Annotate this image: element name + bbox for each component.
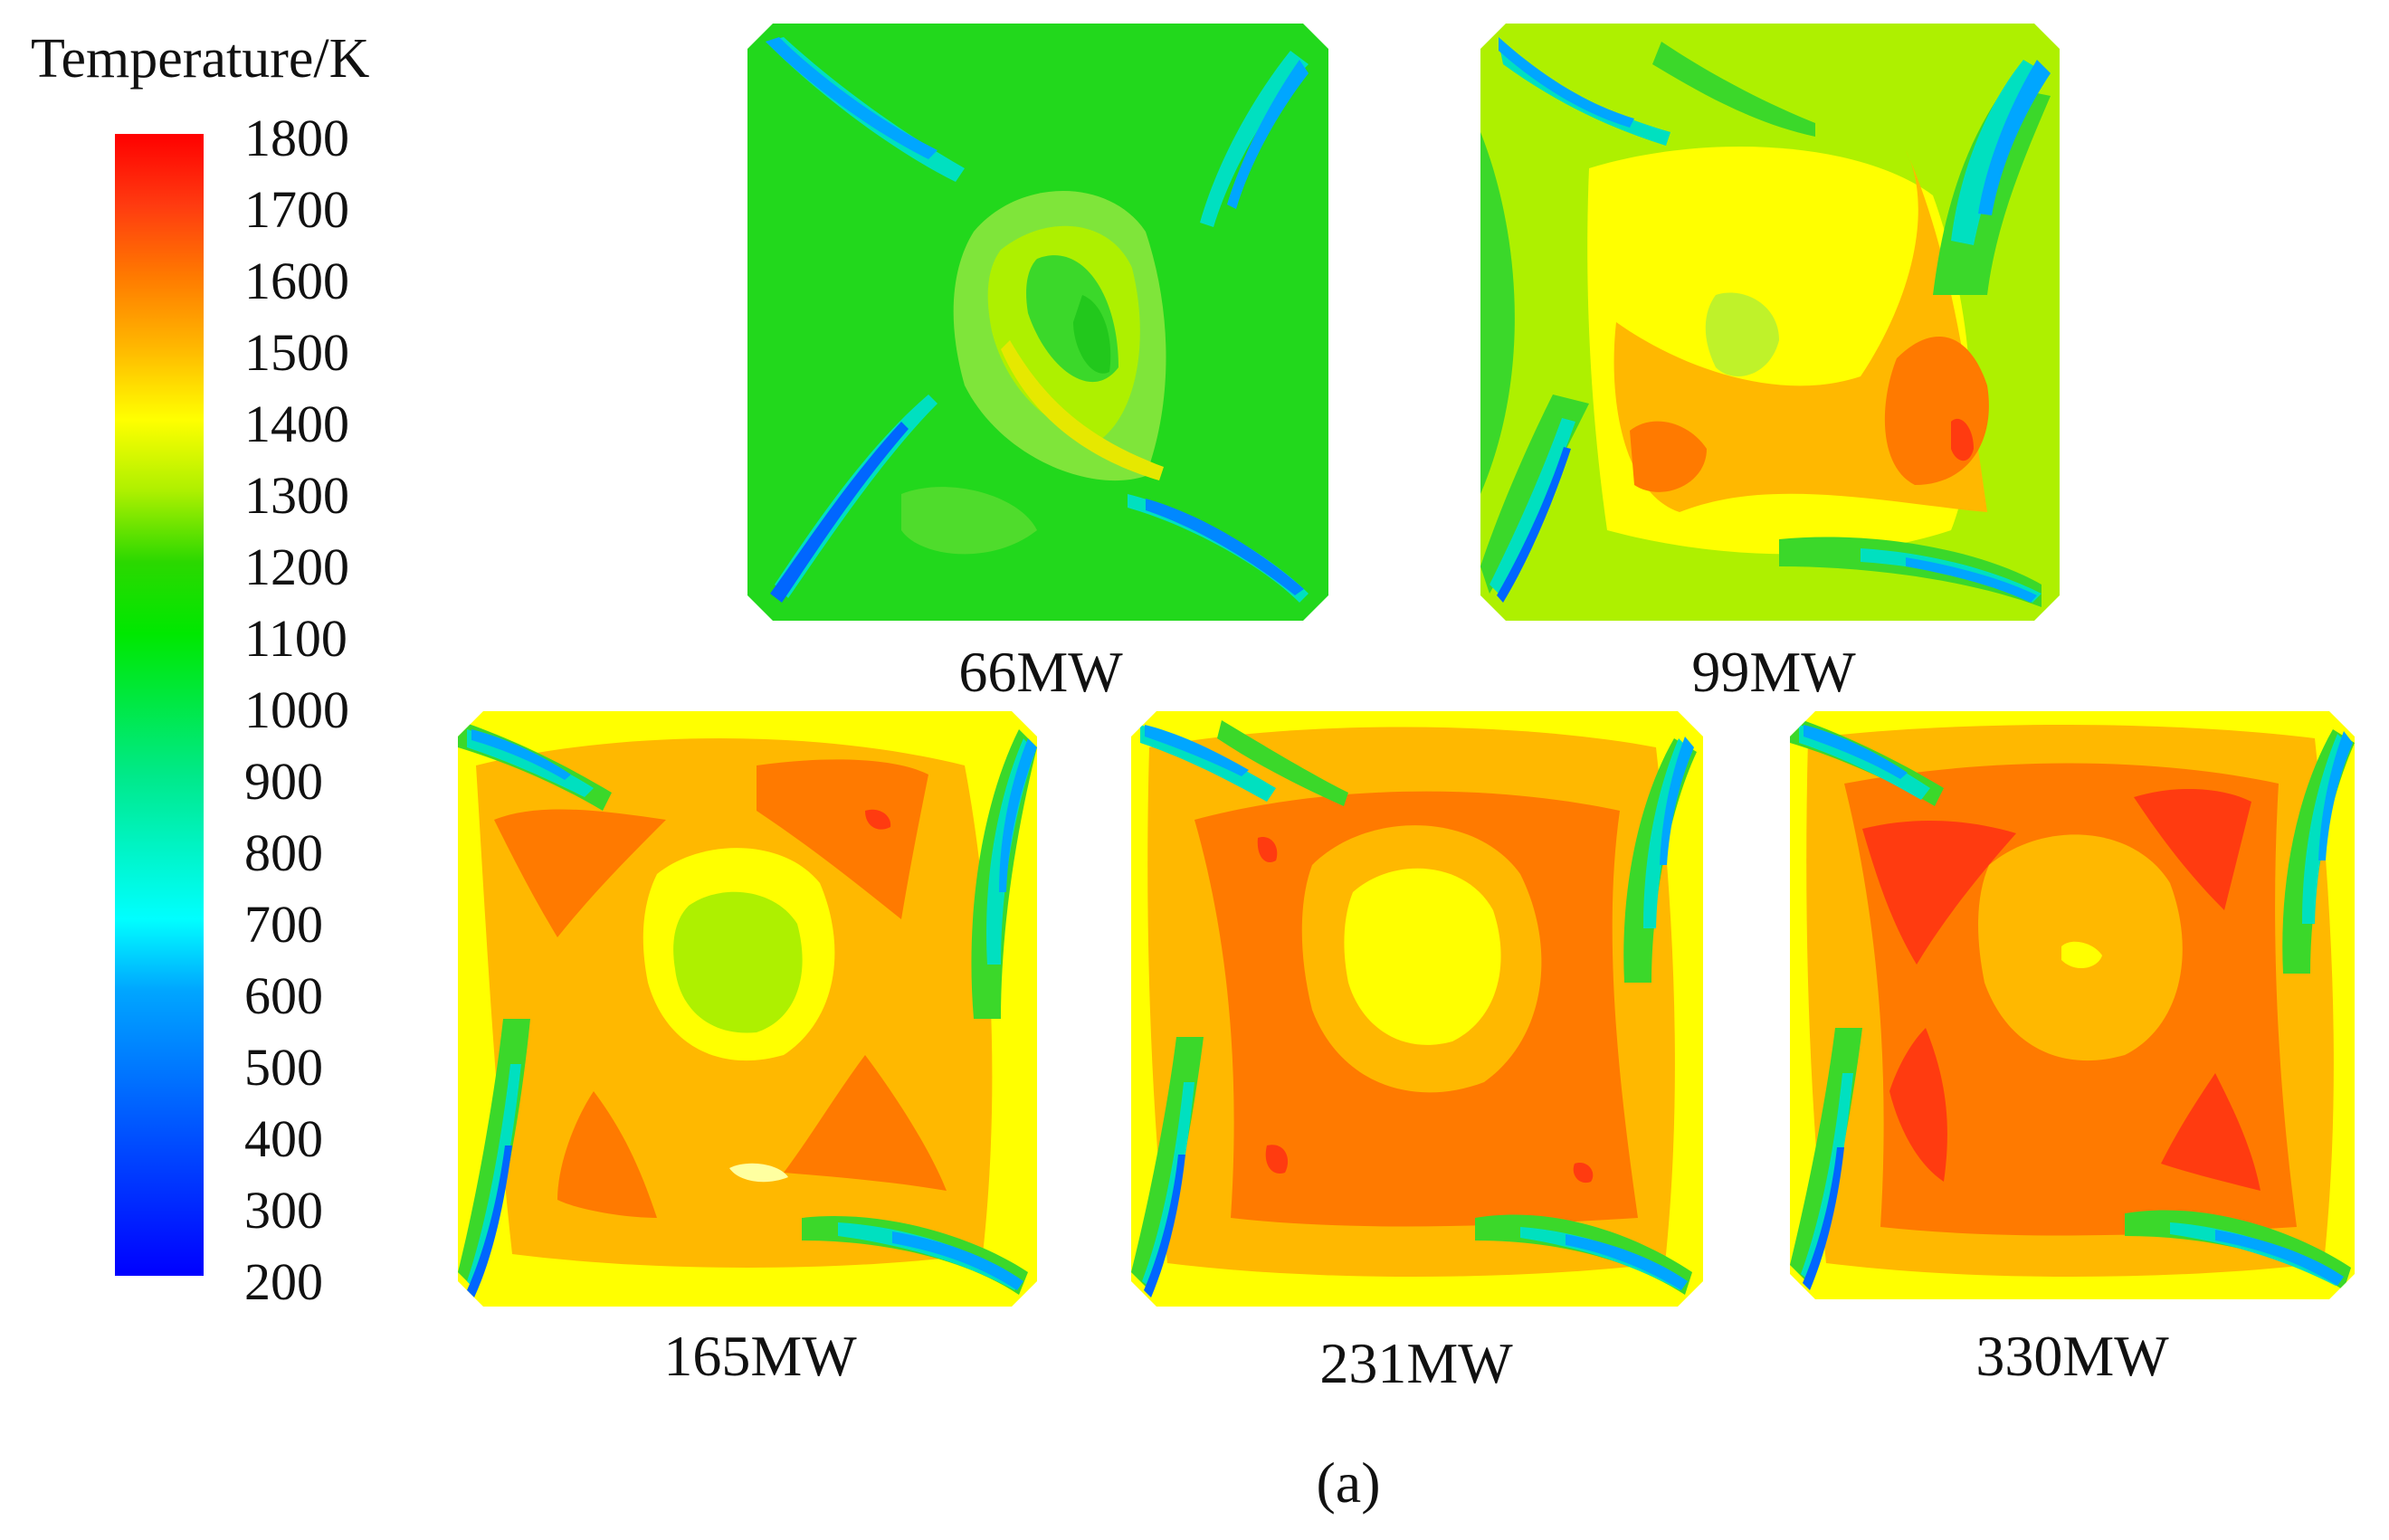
panel-label-165mw: 165MW: [663, 1324, 857, 1388]
contour-panel-330mw: [1790, 711, 2355, 1299]
colorbar-tick-label: 800: [244, 823, 323, 882]
colorbar-tick-label: 1800: [244, 109, 349, 167]
colorbar-tick-label: 1600: [244, 252, 349, 310]
colorbar-tick-label: 700: [244, 895, 323, 954]
colorbar: [115, 134, 204, 1276]
contour-panel-99mw: [1480, 24, 2060, 621]
figure-label: (a): [1316, 1450, 1381, 1515]
panel-label-99mw: 99MW: [1691, 640, 1856, 704]
colorbar-tick-label: 200: [244, 1252, 323, 1311]
panel-label-330mw: 330MW: [1975, 1324, 2169, 1388]
colorbar-tick-label: 500: [244, 1038, 323, 1097]
colorbar-tick-label: 1300: [244, 466, 349, 525]
panel-label-66mw: 66MW: [958, 640, 1123, 704]
contour-panel-66mw: [747, 24, 1328, 621]
contour-panel-231mw: [1131, 711, 1703, 1307]
colorbar-tick-label: 1200: [244, 537, 349, 596]
colorbar-tick-label: 900: [244, 752, 323, 811]
colorbar-tick-label: 1700: [244, 180, 349, 239]
colorbar-tick-label: 1100: [244, 609, 347, 668]
panel-label-231mw: 231MW: [1319, 1331, 1513, 1395]
colorbar-tick-label: 1000: [244, 680, 349, 739]
legend-title: Temperature/K: [31, 28, 370, 90]
colorbar-tick-label: 600: [244, 966, 323, 1025]
contour-panel-165mw: [458, 711, 1037, 1307]
colorbar-tick-label: 300: [244, 1181, 323, 1240]
colorbar-tick-label: 400: [244, 1109, 323, 1168]
colorbar-tick-label: 1400: [244, 395, 349, 453]
colorbar-tick-label: 1500: [244, 323, 349, 382]
